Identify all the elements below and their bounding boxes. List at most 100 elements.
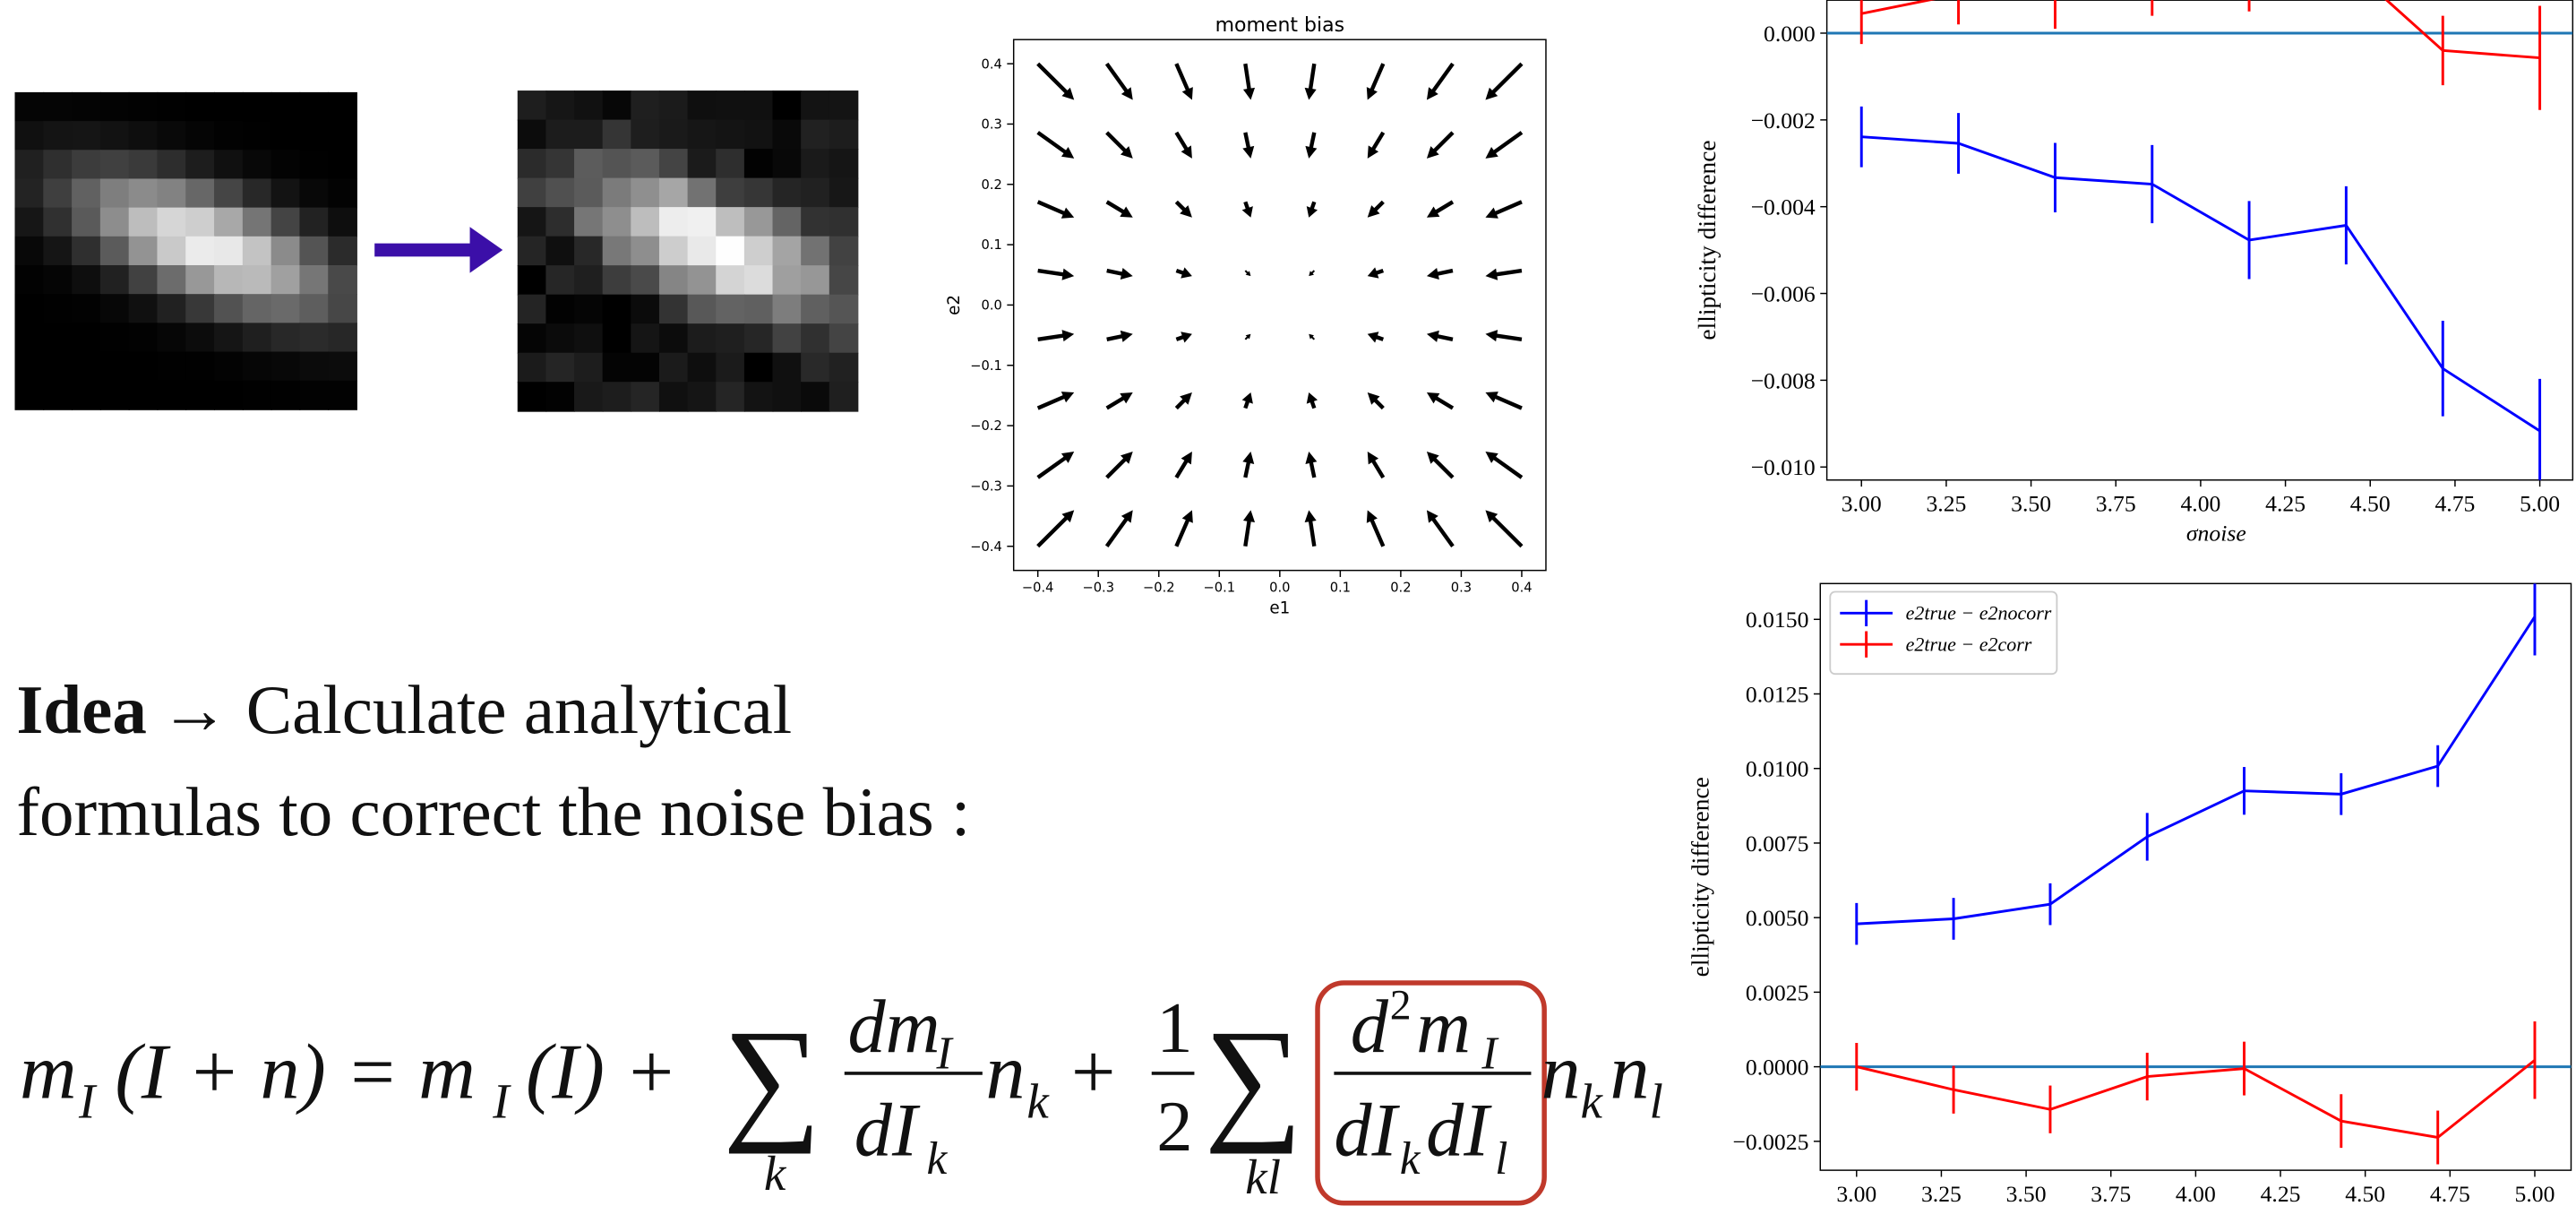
x-tick-label: 0.3 xyxy=(1451,580,1472,595)
pixel xyxy=(688,237,717,266)
series-line xyxy=(1861,137,2539,431)
pixel xyxy=(15,92,45,122)
pixel xyxy=(688,90,717,120)
pixel xyxy=(801,90,830,120)
y-axis-label: ellipticity difference xyxy=(1693,140,1721,340)
pixel xyxy=(43,121,73,151)
quiver-arrow xyxy=(1174,510,1193,547)
x-tick-label: −0.1 xyxy=(1204,580,1236,595)
quiver-arrow xyxy=(1427,268,1453,280)
formula-token: k xyxy=(1580,1073,1603,1128)
formula-token: 2 xyxy=(1156,1087,1192,1167)
quiver-arrow xyxy=(1305,132,1317,158)
pixel xyxy=(773,149,803,178)
formula-token: (I + n) = m xyxy=(115,1029,475,1115)
pixel xyxy=(801,323,830,353)
pixel xyxy=(574,265,604,295)
pixel xyxy=(659,120,689,150)
x-tick-label: 4.50 xyxy=(2350,491,2391,517)
pixel xyxy=(100,294,130,323)
quiver-arrow xyxy=(1175,201,1192,218)
pixel xyxy=(214,121,244,151)
pixel xyxy=(574,207,604,237)
formula: m I (I + n) = m I (I) + ∑ k dm I dI k n … xyxy=(20,982,1663,1203)
pixel xyxy=(688,265,717,295)
pixel xyxy=(157,178,186,208)
quiver-arrow xyxy=(1309,270,1315,276)
pixel xyxy=(43,178,73,208)
quiver-arrow xyxy=(1105,131,1133,159)
pixel xyxy=(328,381,357,410)
formula-token: l xyxy=(1650,1073,1663,1128)
pixel xyxy=(271,294,301,323)
pixel xyxy=(603,323,632,353)
pixel xyxy=(716,382,745,411)
pixel xyxy=(829,207,859,237)
quiver-arrow xyxy=(1245,270,1251,276)
quiver-arrow xyxy=(1305,452,1317,478)
quiver-arrow xyxy=(1427,131,1455,159)
pixel xyxy=(716,265,745,295)
formula-token: n xyxy=(1541,1029,1580,1115)
line-chart: 3.003.253.503.754.004.254.504.755.00−0.0… xyxy=(1687,578,2572,1207)
pixel xyxy=(157,265,186,295)
x-tick-label: 4.25 xyxy=(2261,1181,2301,1207)
plot-frame xyxy=(1014,39,1546,570)
pixel xyxy=(299,294,329,323)
formula-token: ∑ xyxy=(723,1003,821,1155)
pixel xyxy=(15,178,45,208)
pixel xyxy=(801,207,830,237)
pixel xyxy=(129,208,159,237)
x-tick-label: 0.4 xyxy=(1511,580,1532,595)
pixel xyxy=(744,265,774,295)
pixel xyxy=(328,150,357,179)
x-tick-label: 5.00 xyxy=(2515,1181,2555,1207)
quiver-arrow xyxy=(1307,392,1318,409)
x-tick-label: 4.75 xyxy=(2434,491,2475,517)
pixel xyxy=(801,178,830,208)
series-line xyxy=(1861,0,2539,58)
formula-token: dI xyxy=(1334,1090,1400,1173)
quiver-arrow xyxy=(1106,392,1133,409)
x-tick-label: 3.50 xyxy=(2011,491,2051,517)
pixel xyxy=(243,208,272,237)
pixel xyxy=(72,92,101,122)
pixel xyxy=(801,295,830,324)
quiver-chart: −0.4−0.3−0.2−0.10.00.10.20.30.4−0.4−0.3−… xyxy=(945,14,1546,617)
pixel xyxy=(574,90,604,120)
y-tick-label: −0.004 xyxy=(1751,194,1816,220)
slide: Idea→ Calculate analytical formulas to c… xyxy=(0,0,2576,1223)
y-tick-label: 0.4 xyxy=(982,56,1002,72)
pixel xyxy=(773,90,803,120)
pixel xyxy=(72,237,101,266)
pixel xyxy=(185,150,215,179)
pixel xyxy=(214,352,244,382)
formula-token: I xyxy=(492,1073,511,1128)
quiver-arrow xyxy=(1305,510,1317,547)
pixel xyxy=(574,295,604,324)
pixel xyxy=(744,323,774,353)
pixel xyxy=(100,178,130,208)
x-tick-label: 3.00 xyxy=(1842,491,1882,517)
pixel xyxy=(716,353,745,383)
pixel xyxy=(100,92,130,122)
pixel xyxy=(574,237,604,266)
formula-token: (I) + xyxy=(526,1029,677,1115)
pixel xyxy=(185,294,215,323)
pixel xyxy=(603,295,632,324)
quiver-arrow xyxy=(1242,202,1253,218)
quiver-arrow xyxy=(1368,201,1385,218)
x-tick-label: 5.00 xyxy=(2520,491,2560,517)
quiver-arrow xyxy=(1105,63,1133,100)
chart-title: moment bias xyxy=(1215,14,1344,37)
quiver-arrow xyxy=(1105,452,1133,479)
y-tick-label: −0.006 xyxy=(1751,281,1816,307)
formula-token: m xyxy=(20,1029,77,1115)
pixel xyxy=(631,178,660,208)
pixel xyxy=(518,265,547,295)
pixel xyxy=(15,381,45,410)
pixel xyxy=(271,265,301,295)
pixel xyxy=(716,295,745,324)
x-tick-label: 4.25 xyxy=(2265,491,2306,517)
pixel xyxy=(574,382,604,411)
